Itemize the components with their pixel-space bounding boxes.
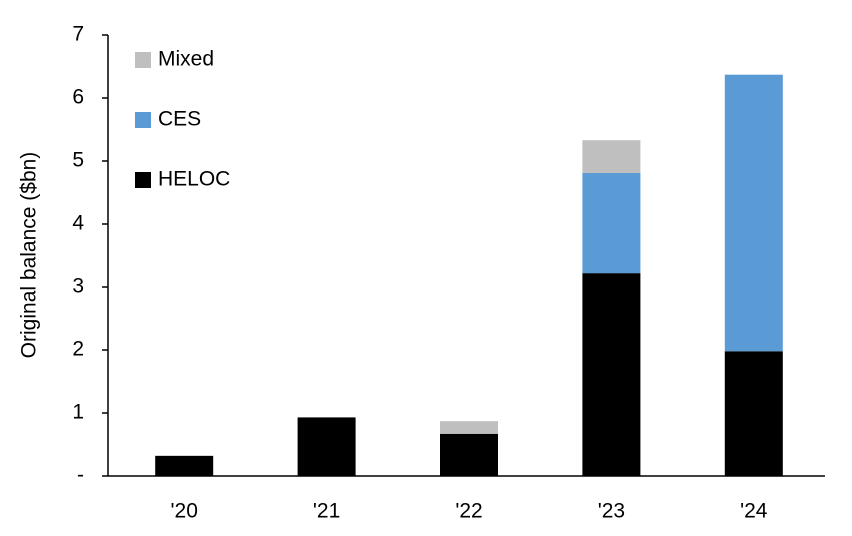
y-axis-label: Original balance ($bn) (18, 152, 41, 359)
bar-segment (440, 421, 498, 434)
y-tick-label: 7 (72, 23, 84, 46)
x-tick-label: '23 (598, 500, 625, 523)
bar-segment (724, 351, 783, 476)
bar-segment (724, 74, 783, 352)
bar-segment (440, 433, 498, 476)
legend-swatch (135, 52, 151, 68)
y-tick-label: 3 (72, 275, 84, 298)
y-tick-label: 5 (72, 149, 84, 172)
bar-segment (582, 273, 641, 476)
y-tick-label: - (77, 464, 84, 487)
y-tick-label: 1 (72, 401, 84, 424)
y-tick-label: 2 (72, 338, 84, 361)
x-tick-label: '20 (171, 500, 198, 523)
legend-label: CES (158, 108, 201, 131)
legend-swatch (135, 172, 151, 188)
bar-segment (155, 455, 214, 476)
legend-label: HELOC (158, 168, 230, 191)
bar-segment (297, 417, 356, 476)
legend-swatch (135, 112, 151, 128)
legend-label: Mixed (158, 48, 214, 71)
x-tick-label: '22 (455, 500, 482, 523)
y-tick-label: 6 (72, 86, 84, 109)
x-tick-label: '21 (313, 500, 340, 523)
bar-segment (582, 172, 641, 274)
y-tick-label: 4 (72, 212, 84, 235)
bar-segment (582, 140, 641, 173)
x-tick-label: '24 (740, 500, 768, 523)
